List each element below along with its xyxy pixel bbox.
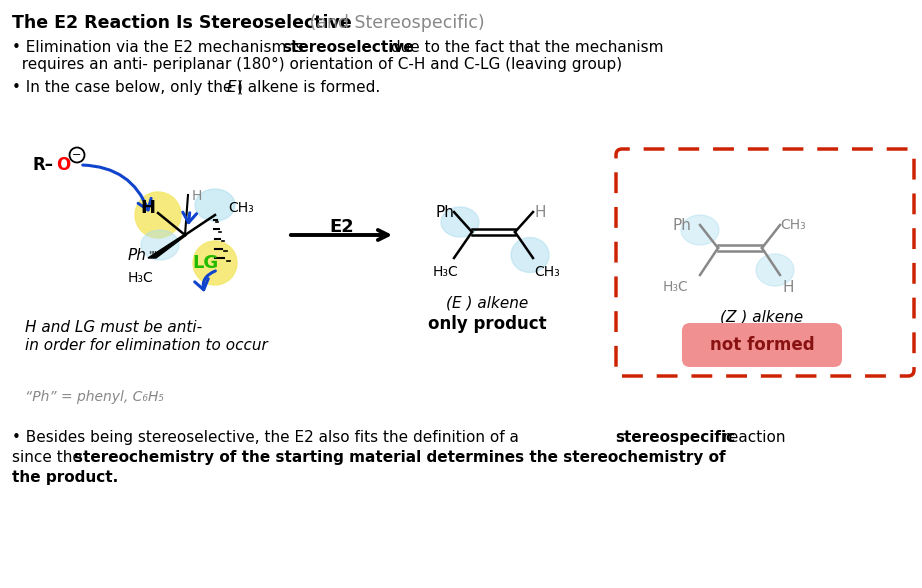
Text: stereospecific: stereospecific	[615, 430, 735, 445]
Text: since the: since the	[12, 450, 87, 465]
Ellipse shape	[141, 230, 179, 260]
Text: (Z ) alkene: (Z ) alkene	[720, 310, 804, 325]
Text: The E2 Reaction Is Stereoselective: The E2 Reaction Is Stereoselective	[12, 14, 352, 32]
Text: stereochemistry of the starting material determines the stereochemistry of: stereochemistry of the starting material…	[74, 450, 726, 465]
Text: only product: only product	[428, 315, 547, 333]
Text: E: E	[227, 80, 237, 95]
Text: Ph: Ph	[435, 205, 454, 220]
Text: H: H	[534, 205, 546, 220]
Text: “Ph” = phenyl, C₆H₅: “Ph” = phenyl, C₆H₅	[25, 390, 164, 404]
Text: Ph: Ph	[672, 218, 691, 233]
Text: H₃C: H₃C	[128, 271, 154, 285]
Text: H: H	[140, 199, 156, 217]
Text: H₃C: H₃C	[663, 280, 689, 294]
Text: ) alkene is formed.: ) alkene is formed.	[237, 80, 380, 95]
FancyArrowPatch shape	[83, 165, 151, 210]
Ellipse shape	[756, 254, 794, 286]
FancyBboxPatch shape	[616, 149, 914, 376]
Text: due to the fact that the mechanism: due to the fact that the mechanism	[386, 40, 664, 55]
Ellipse shape	[511, 238, 549, 272]
Text: • Besides being stereoselective, the E2 also fits the definition of a: • Besides being stereoselective, the E2 …	[12, 430, 524, 445]
Text: H: H	[192, 189, 202, 203]
Text: R–: R–	[32, 156, 53, 174]
Text: requires an anti- periplanar (180°) orientation of C-H and C-LG (leaving group): requires an anti- periplanar (180°) orie…	[12, 57, 622, 72]
Circle shape	[135, 192, 181, 238]
Text: CH₃: CH₃	[780, 218, 806, 232]
Ellipse shape	[441, 207, 479, 237]
Text: (and Stereospecific): (and Stereospecific)	[304, 14, 485, 32]
Text: H and LG must be anti-: H and LG must be anti-	[25, 320, 202, 335]
Text: reaction: reaction	[718, 430, 786, 445]
Text: Ph: Ph	[128, 248, 147, 262]
Text: in order for elimination to occur: in order for elimination to occur	[25, 338, 267, 353]
Text: stereoselective: stereoselective	[282, 40, 414, 55]
Text: H: H	[782, 280, 794, 295]
Text: the product.: the product.	[12, 470, 118, 485]
FancyArrowPatch shape	[183, 212, 196, 223]
Ellipse shape	[681, 215, 719, 245]
Text: not formed: not formed	[710, 336, 814, 354]
Text: H₃C: H₃C	[433, 265, 459, 279]
Text: CH₃: CH₃	[228, 201, 254, 215]
Text: −: −	[72, 150, 82, 160]
FancyArrowPatch shape	[195, 271, 216, 290]
Text: E2: E2	[330, 218, 354, 236]
Polygon shape	[148, 235, 186, 258]
FancyBboxPatch shape	[682, 323, 842, 367]
Ellipse shape	[195, 189, 235, 221]
Circle shape	[193, 241, 237, 285]
Text: (E ) alkene: (E ) alkene	[446, 295, 528, 310]
Text: """: """	[148, 250, 161, 260]
Text: O: O	[56, 156, 70, 174]
Text: • Elimination via the E2 mechanism is: • Elimination via the E2 mechanism is	[12, 40, 308, 55]
Text: LG: LG	[192, 254, 219, 272]
Text: CH₃: CH₃	[534, 265, 560, 279]
Text: • In the case below, only the (: • In the case below, only the (	[12, 80, 243, 95]
